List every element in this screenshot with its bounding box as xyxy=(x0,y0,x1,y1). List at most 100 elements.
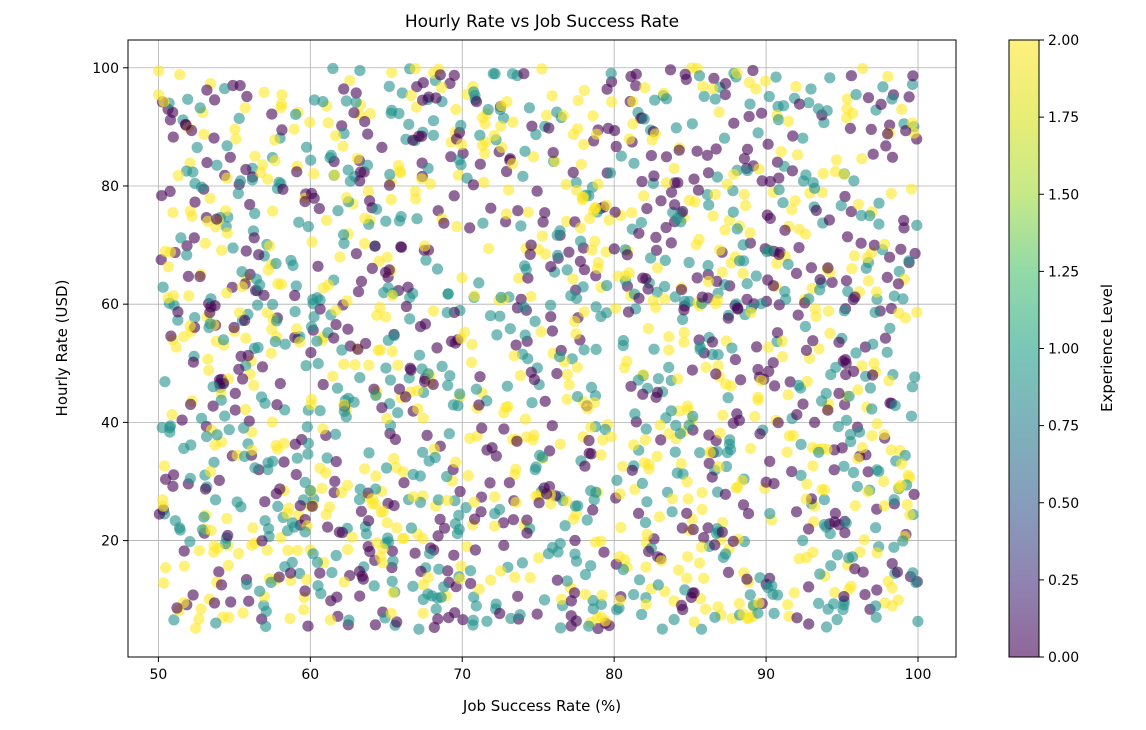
scatter-point xyxy=(696,503,708,515)
scatter-point xyxy=(417,532,429,545)
scatter-point xyxy=(850,347,862,359)
scatter-point xyxy=(185,398,197,410)
scatter-point xyxy=(830,361,842,373)
scatter-point xyxy=(301,574,313,586)
scatter-point xyxy=(840,414,853,426)
scatter-point xyxy=(291,452,303,464)
scatter-point xyxy=(880,140,892,152)
scatter-point xyxy=(305,347,317,359)
scatter-point xyxy=(252,341,264,354)
scatter-point xyxy=(312,260,324,272)
scatter-point xyxy=(633,574,646,586)
scatter-point xyxy=(750,270,762,282)
scatter-point xyxy=(359,463,371,475)
scatter-point xyxy=(738,153,751,165)
scatter-point xyxy=(307,298,319,310)
scatter-point xyxy=(763,365,775,377)
scatter-point xyxy=(344,75,356,87)
scatter-point xyxy=(574,255,587,267)
scatter-point xyxy=(377,557,389,569)
scatter-point xyxy=(678,304,690,316)
scatter-point xyxy=(691,272,703,284)
scatter-point xyxy=(278,456,290,468)
scatter-point xyxy=(651,286,663,298)
scatter-point xyxy=(258,289,270,301)
scatter-point xyxy=(196,524,209,536)
scatter-point xyxy=(438,581,450,593)
scatter-point xyxy=(710,143,722,155)
scatter-point xyxy=(402,281,414,293)
scatter-point xyxy=(694,447,706,459)
scatter-point xyxy=(611,474,623,486)
scatter-point xyxy=(864,382,877,394)
scatter-point xyxy=(308,311,320,323)
scatter-point xyxy=(554,538,566,550)
scatter-point xyxy=(861,252,873,264)
scatter-point xyxy=(792,379,805,391)
scatter-point xyxy=(376,141,388,153)
scatter-point xyxy=(629,408,641,420)
scatter-point xyxy=(704,447,716,459)
scatter-point xyxy=(330,456,342,468)
scatter-point xyxy=(305,393,318,405)
scatter-point xyxy=(595,310,607,323)
scatter-point xyxy=(681,476,693,488)
scatter-point xyxy=(344,175,356,187)
scatter-point xyxy=(621,249,633,261)
scatter-point xyxy=(454,485,466,498)
scatter-point xyxy=(777,197,789,209)
scatter-point xyxy=(711,275,723,287)
scatter-point xyxy=(881,271,893,283)
scatter-point xyxy=(282,525,294,537)
scatter-point xyxy=(838,168,850,180)
scatter-point xyxy=(812,103,825,115)
scatter-point xyxy=(260,605,272,617)
scatter-point xyxy=(689,196,701,208)
scatter-point xyxy=(189,196,201,208)
scatter-point xyxy=(230,133,242,145)
scatter-point xyxy=(579,460,591,472)
scatter-point xyxy=(507,514,519,526)
scatter-point xyxy=(400,391,412,403)
scatter-point xyxy=(267,298,279,310)
scatter-point xyxy=(809,416,821,428)
scatter-point xyxy=(519,145,531,157)
scatter-point xyxy=(338,237,350,249)
scatter-point xyxy=(204,466,217,478)
scatter-point xyxy=(720,548,732,560)
scatter-point xyxy=(454,388,466,400)
scatter-point xyxy=(742,507,755,520)
scatter-point xyxy=(159,376,171,388)
scatter-point xyxy=(342,544,354,556)
scatter-point xyxy=(304,116,316,128)
scatter-point xyxy=(412,384,424,397)
scatter-point xyxy=(904,509,916,521)
scatter-point xyxy=(791,409,803,421)
scatter-point xyxy=(349,359,361,371)
scatter-point xyxy=(208,540,220,552)
scatter-point xyxy=(221,512,233,525)
scatter-point xyxy=(409,547,421,559)
scatter-point xyxy=(614,488,626,500)
scatter-point xyxy=(202,215,214,227)
plot-frame xyxy=(127,39,957,658)
scatter-point xyxy=(799,228,812,240)
y-tick-label: 60 xyxy=(101,297,119,313)
scatter-point xyxy=(316,482,328,494)
scatter-point xyxy=(675,458,687,470)
scatter-point xyxy=(729,354,742,366)
scatter-point xyxy=(751,341,763,353)
scatter-point xyxy=(773,248,785,260)
scatter-point xyxy=(311,556,323,568)
scatter-point xyxy=(741,573,753,585)
scatter-point xyxy=(359,116,371,128)
scatter-point xyxy=(289,438,301,450)
scatter-point xyxy=(168,614,180,626)
scatter-point xyxy=(871,418,883,430)
scatter-point xyxy=(386,575,398,587)
scatter-point xyxy=(744,589,756,601)
scatter-point xyxy=(719,224,731,236)
scatter-point xyxy=(523,102,536,114)
scatter-point xyxy=(385,607,397,619)
scatter-point xyxy=(873,465,885,477)
